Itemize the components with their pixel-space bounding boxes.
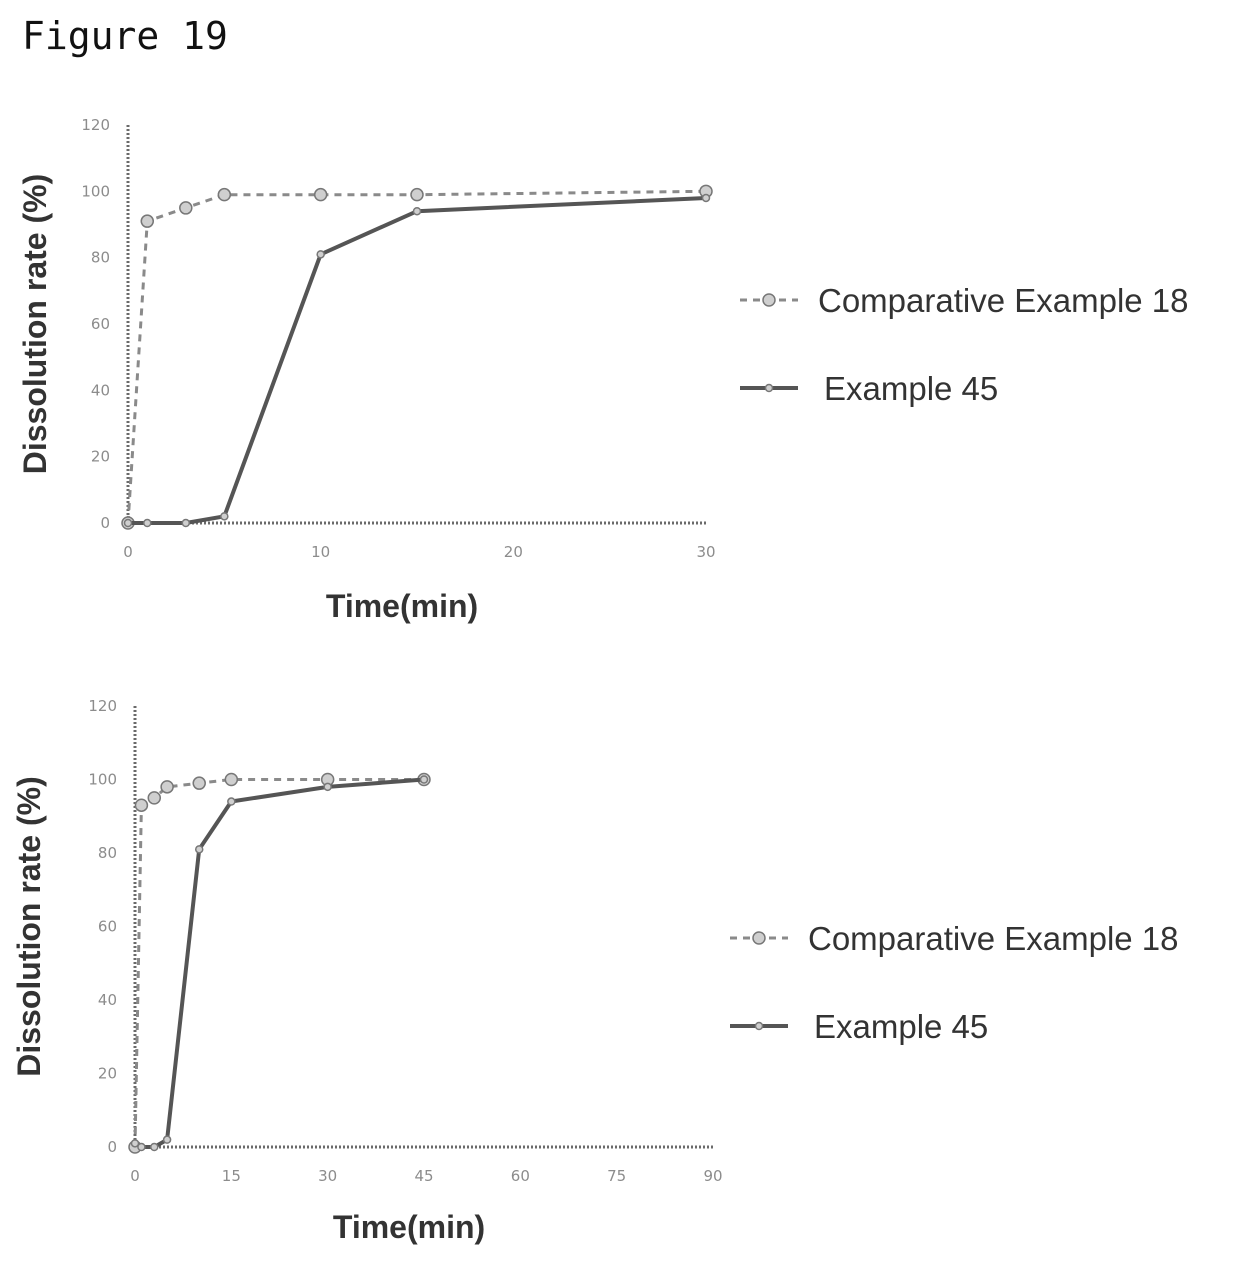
figure-title: Figure 19 [22, 14, 228, 58]
data-point [224, 772, 239, 787]
legend-label: Comparative Example 18 [808, 920, 1179, 957]
x-tick-label: 60 [511, 1167, 530, 1185]
y-tick-label: 20 [98, 1065, 117, 1083]
data-point [323, 782, 332, 792]
y-tick-label: 100 [88, 771, 117, 789]
x-tick-label: 0 [130, 1167, 140, 1185]
y-tick-label: 0 [100, 514, 110, 532]
data-point [220, 512, 229, 521]
legend-marker [754, 1021, 764, 1031]
y-tick-label: 60 [91, 315, 110, 333]
data-point [701, 193, 711, 203]
data-point [192, 776, 206, 790]
legend-marker [764, 383, 774, 393]
y-tick-label: 100 [81, 182, 110, 200]
data-point [227, 797, 236, 806]
y-tick-label: 120 [81, 116, 110, 134]
data-point [410, 187, 424, 202]
y-axis-title: Dissolution rate (%) [17, 174, 53, 474]
data-point [162, 1135, 172, 1144]
x-tick-label: 20 [504, 543, 523, 561]
data-point [181, 518, 191, 528]
y-tick-label: 120 [88, 697, 117, 715]
x-tick-label: 75 [607, 1167, 626, 1185]
x-tick-label: 15 [222, 1167, 241, 1185]
data-point [140, 214, 155, 228]
x-tick-label: 30 [318, 1167, 337, 1185]
chart-upper: 0 20 40 60 80 100 120 0 10 20 30 Dissolution rate (… [17, 116, 1189, 624]
legend-label: Comparative Example 18 [818, 282, 1189, 319]
data-point [143, 518, 152, 528]
series-line [126, 189, 707, 524]
legend-marker [762, 293, 776, 307]
data-point [137, 1142, 146, 1152]
y-tick-label: 40 [98, 991, 117, 1009]
series-line [133, 778, 424, 1148]
legend-label: Example 45 [824, 370, 998, 407]
legend-label: Example 45 [814, 1008, 988, 1045]
series-line [128, 196, 707, 525]
chart-lower: 0 20 40 60 80 100 120 0 15 30 45 60 75 90 Dissolution … [11, 697, 1179, 1245]
data-point [419, 775, 429, 784]
data-point [150, 1142, 159, 1152]
x-tick-label: 10 [311, 543, 330, 561]
y-tick-label: 80 [98, 844, 117, 862]
data-point [147, 791, 162, 805]
x-tick-label: 45 [414, 1167, 433, 1185]
y-axis-title: Dissolution rate (%) [11, 776, 47, 1076]
y-tick-label: 60 [98, 918, 117, 936]
data-point [316, 250, 325, 259]
data-point [412, 206, 422, 216]
x-tick-label: 30 [696, 543, 715, 561]
series-line [133, 777, 425, 1149]
y-tick-label: 40 [91, 381, 110, 399]
data-point [130, 1139, 140, 1148]
data-point [217, 187, 232, 202]
data-point [134, 798, 149, 812]
x-axis-title: Time(min) [333, 1209, 485, 1245]
x-tick-label: 90 [703, 1167, 722, 1185]
legend-marker [752, 931, 766, 945]
data-point [179, 201, 193, 215]
x-tick-label: 0 [123, 543, 133, 561]
data-point [123, 518, 133, 528]
y-tick-label: 20 [91, 448, 110, 466]
y-tick-label: 80 [91, 249, 110, 267]
y-tick-label: 0 [107, 1138, 117, 1156]
data-point [313, 187, 328, 202]
data-point [160, 780, 174, 794]
x-axis-title: Time(min) [326, 588, 478, 624]
data-point [194, 845, 204, 854]
